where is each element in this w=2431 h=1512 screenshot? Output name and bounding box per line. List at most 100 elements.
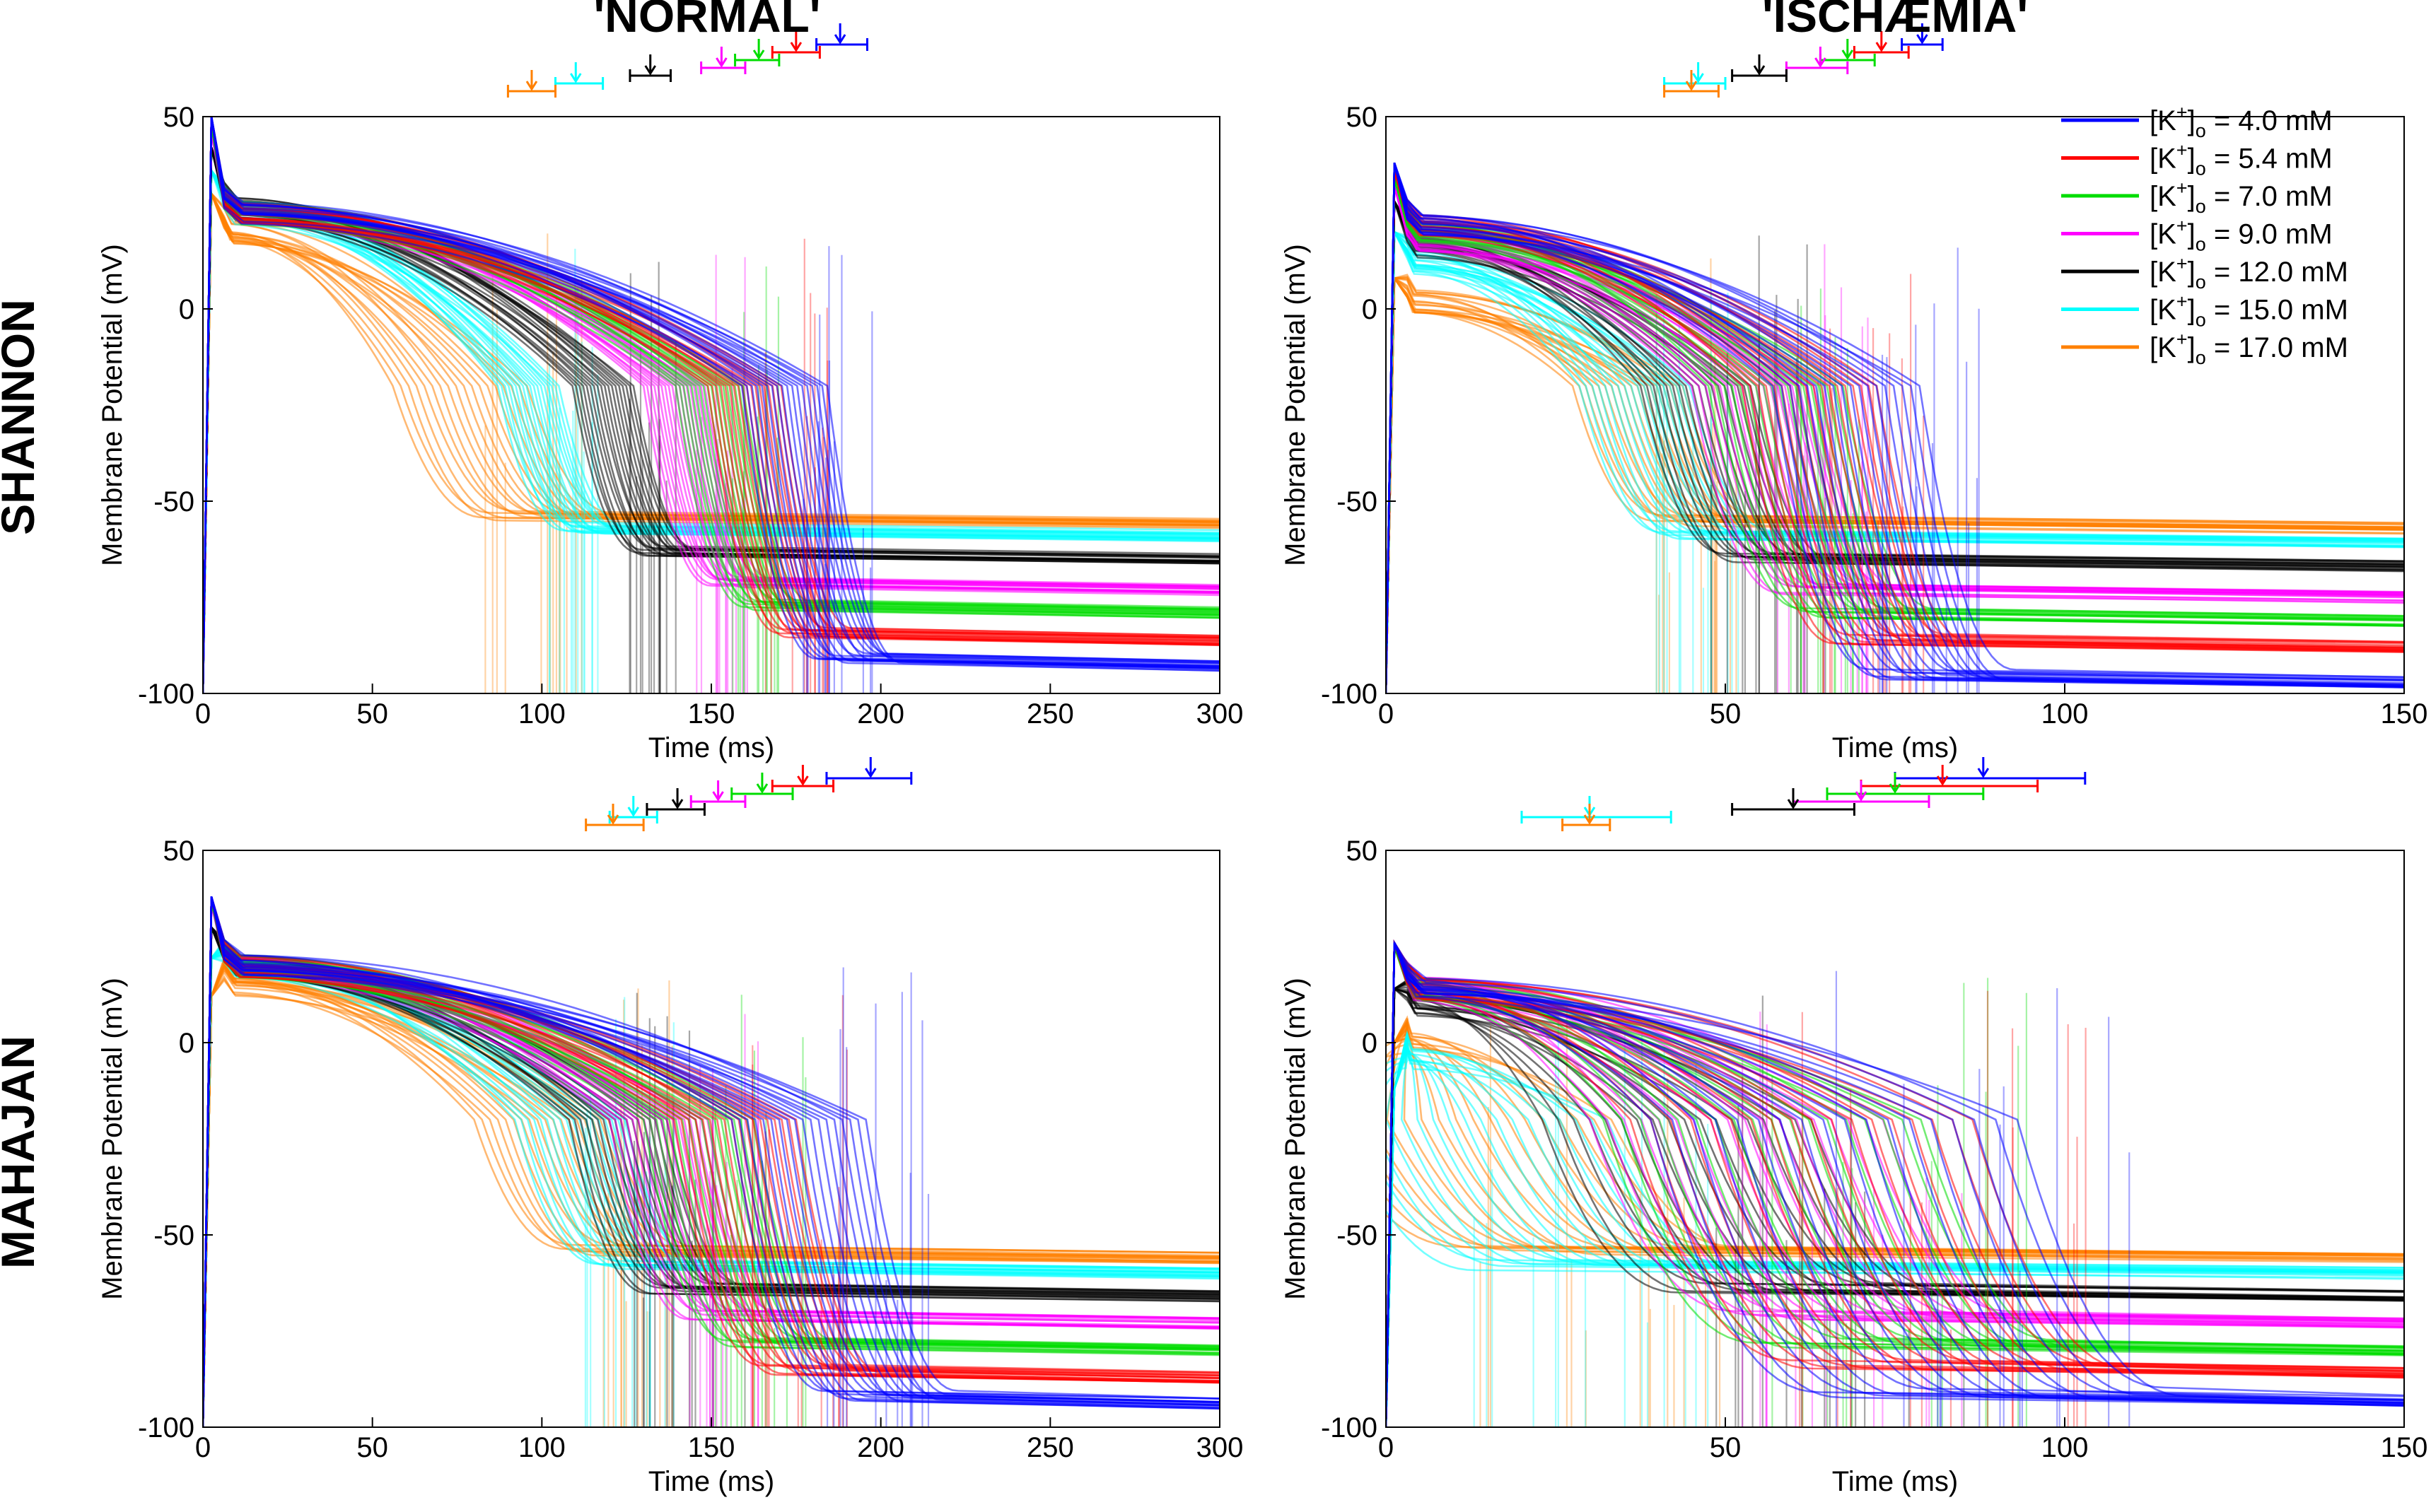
trace (1386, 1015, 2404, 1428)
trace (203, 191, 1220, 694)
trace (1386, 1036, 2404, 1428)
legend-entry: [K+]o = 4.0 mM (2061, 102, 2333, 141)
x-tick-label: 0 (195, 1432, 211, 1463)
x-tick-label: 100 (518, 698, 566, 729)
x-tick-label: 50 (1710, 1432, 1742, 1463)
x-tick-label: 150 (688, 698, 735, 729)
trace (1386, 942, 2404, 1428)
apd-mean-arrowhead (627, 807, 640, 817)
trace (203, 896, 1220, 1428)
x-tick-label: 0 (1378, 698, 1394, 729)
x-tick-label: 150 (688, 1432, 735, 1463)
trace (1386, 942, 2404, 1428)
trace (203, 116, 1220, 694)
y-tick-label: -50 (153, 486, 194, 517)
y-axis-label: Membrane Potential (mV) (1280, 244, 1311, 566)
trace (203, 193, 1220, 694)
apd-mean-arrowhead (1916, 34, 1928, 45)
x-tick-label: 300 (1196, 698, 1244, 729)
trace (203, 116, 1220, 694)
trace (1386, 946, 2404, 1428)
apd-mean-arrowhead (797, 775, 809, 786)
y-tick-label: -100 (138, 679, 194, 710)
trace (1386, 228, 2404, 694)
trace (1386, 946, 2404, 1428)
trace (203, 896, 1220, 1428)
legend-entry: [K+]o = 12.0 mM (2061, 253, 2348, 293)
trace (203, 116, 1220, 694)
trace (1386, 946, 2404, 1428)
y-axis-label: Membrane Potential (mV) (97, 244, 128, 566)
apd-markers (1663, 23, 1944, 98)
apd-mean-arrowhead (756, 783, 769, 794)
trace (1386, 1037, 2404, 1428)
column-title-normal: 'NORMAL' (593, 0, 820, 42)
trace (1386, 946, 2404, 1428)
trace (1386, 946, 2404, 1428)
series-k-4.0 (1386, 939, 2404, 1428)
trace (1386, 1030, 2404, 1428)
trace (203, 964, 1220, 1428)
trace (1386, 229, 2404, 694)
trace (1386, 230, 2404, 694)
apd-mean-arrowhead (1875, 42, 1888, 52)
apd-mean-arrowhead (525, 81, 538, 91)
trace (1386, 1021, 2404, 1428)
trace (1386, 162, 2404, 694)
trace (1386, 946, 2404, 1428)
legend-entry: [K+]o = 5.4 mM (2061, 140, 2333, 180)
x-tick-label: 100 (2041, 1432, 2089, 1463)
series-k-4.0 (203, 116, 1220, 694)
y-tick-label: 0 (179, 1028, 194, 1059)
apd-mean-arrowhead (716, 57, 728, 68)
legend-label: [K+]o = 4.0 mM (2150, 102, 2333, 141)
trace (1386, 946, 2404, 1428)
trace (203, 896, 1220, 1428)
y-tick-label: -50 (1336, 1220, 1377, 1251)
legend-entry: [K+]o = 17.0 mM (2061, 329, 2348, 368)
legend-label: [K+]o = 5.4 mM (2150, 140, 2333, 180)
apd-mean-arrowhead (1753, 65, 1766, 76)
trace (1386, 944, 2404, 1428)
trace (1386, 163, 2404, 694)
plot-area (203, 896, 1220, 1428)
trace (1386, 946, 2404, 1428)
series-k-7.0 (1386, 943, 2404, 1428)
x-tick-label: 100 (518, 1432, 566, 1463)
chart-panel-3: 0 50 100 150 -100 -50 0 50 Time (ms) Membrane Pot… (1280, 757, 2427, 1497)
trace (203, 116, 1220, 694)
trace (1386, 942, 2404, 1428)
trace (1386, 946, 2404, 1428)
trace (1386, 943, 2404, 1428)
chart-panel-1: 0 50 100 150 -100 -50 0 50 Time (ms) Membrane Pot… (1280, 23, 2427, 763)
trace (1386, 162, 2404, 694)
trace (1386, 1032, 2404, 1428)
trace (203, 896, 1220, 1428)
trace (203, 124, 1220, 694)
legend-entry: [K+]o = 15.0 mM (2061, 291, 2348, 331)
trace (1386, 946, 2404, 1428)
trace (1386, 942, 2404, 1428)
x-tick-label: 200 (857, 698, 904, 729)
apd-mean-arrowhead (671, 799, 684, 809)
trace (1386, 943, 2404, 1428)
trace (1386, 946, 2404, 1428)
x-axis-label: Time (ms) (648, 732, 774, 763)
trace (1386, 946, 2404, 1428)
legend-entry: [K+]o = 9.0 mM (2061, 216, 2333, 255)
apd-mean-arrowhead (1787, 799, 1800, 809)
apd-mean-arrowhead (752, 49, 765, 60)
plot-area (203, 116, 1220, 694)
axes-box (1385, 850, 2405, 1428)
y-tick-label: -100 (138, 1412, 194, 1443)
apd-mean-arrowhead (570, 73, 582, 83)
trace (1386, 946, 2404, 1428)
x-tick-label: 50 (1710, 698, 1742, 729)
apd-mean-arrowhead (1692, 73, 1704, 83)
x-tick-label: 200 (857, 1432, 904, 1463)
trace (1386, 170, 2404, 694)
x-axis-label: Time (ms) (1832, 732, 1958, 763)
series-k-4.0 (1386, 162, 2404, 694)
trace (1386, 939, 2404, 1428)
trace (1386, 943, 2404, 1428)
